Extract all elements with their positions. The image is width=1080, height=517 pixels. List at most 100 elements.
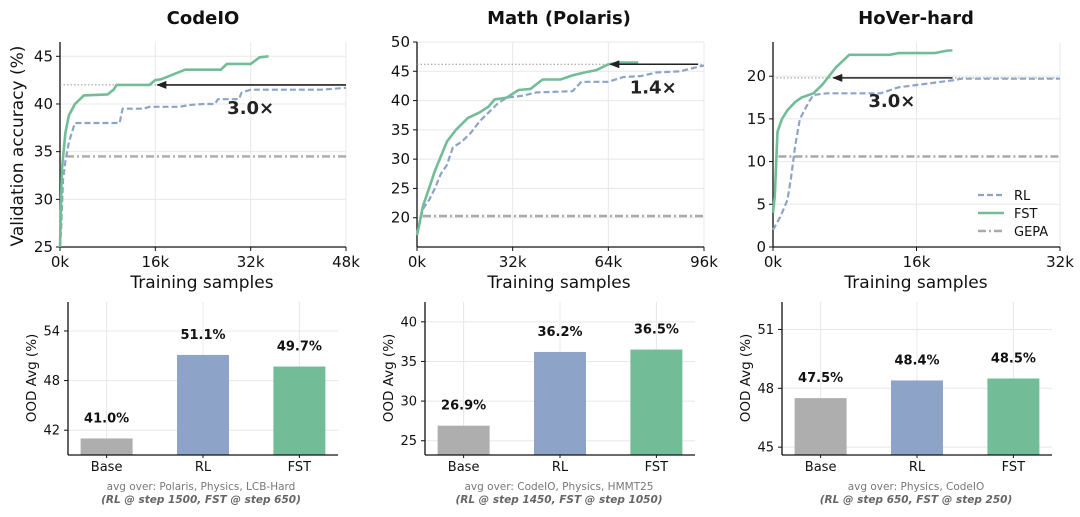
x-tick-label: Base bbox=[805, 460, 837, 475]
series-line-rl bbox=[415, 64, 705, 236]
y-tick-label: 54 bbox=[43, 324, 60, 339]
bar-note-steps: (RL @ step 650, FST @ step 250) bbox=[820, 494, 1013, 506]
y-tick-label: 48 bbox=[757, 382, 774, 397]
chart-title: Math (Polaris) bbox=[487, 8, 631, 29]
bar-value-label: 26.9% bbox=[441, 399, 486, 414]
bar-base bbox=[794, 398, 847, 455]
chart-title: CodeIO bbox=[167, 8, 240, 29]
series-line-rl bbox=[58, 86, 347, 248]
legend-label-rl: RL bbox=[1014, 189, 1031, 204]
x-tick-label: 64k bbox=[594, 253, 622, 271]
y-tick-label: 45 bbox=[34, 47, 53, 65]
line-panel-math-polaris: Math (Polaris) Training samples 0k 32k 64k… bbox=[391, 8, 718, 293]
bar-value-label: 41.0% bbox=[84, 411, 129, 426]
y-tick-label: 15 bbox=[747, 110, 766, 128]
y-tick-label: 20 bbox=[391, 209, 410, 227]
legend: RL FST GEPA bbox=[978, 189, 1048, 240]
y-tick-label: 25 bbox=[391, 179, 410, 197]
legend-label-gepa: GEPA bbox=[1014, 225, 1048, 240]
x-tick-label: FST bbox=[1002, 460, 1026, 475]
y-tick-label: 40 bbox=[34, 95, 53, 113]
speedup-annotation: 3.0× bbox=[868, 91, 915, 112]
bar-base bbox=[437, 425, 490, 455]
x-axis-label: Training samples bbox=[486, 273, 630, 293]
chart-title: HoVer-hard bbox=[858, 8, 974, 29]
bar-fst bbox=[630, 349, 683, 455]
bar-value-label: 48.5% bbox=[991, 352, 1036, 367]
y-tick-label: 35 bbox=[34, 143, 53, 161]
y-tick-label: 45 bbox=[391, 62, 410, 80]
y-tick-label: 51 bbox=[757, 323, 774, 338]
x-tick-label: 16k bbox=[141, 253, 169, 271]
y-axis-label: OOD Avg (%) bbox=[381, 334, 397, 423]
x-tick-label: FST bbox=[288, 460, 312, 475]
series-line-fst bbox=[58, 55, 269, 248]
bar-note: avg over: Physics, CodeIO bbox=[848, 481, 985, 493]
y-tick-label: 35 bbox=[391, 121, 410, 139]
bar-fst bbox=[273, 366, 326, 455]
bar-note-steps: (RL @ step 1450, FST @ step 1050) bbox=[455, 494, 662, 506]
legend-label-fst: FST bbox=[1014, 207, 1038, 222]
bar-rl bbox=[534, 351, 586, 455]
y-tick-label: 42 bbox=[43, 424, 60, 439]
y-tick-label: 35 bbox=[400, 355, 417, 370]
x-tick-label: 32k bbox=[237, 253, 265, 271]
bar-rl bbox=[177, 354, 229, 455]
bar-fst bbox=[987, 378, 1040, 455]
line-panel-codeio: CodeIO Validation accuracy (%) Training … bbox=[8, 8, 360, 293]
y-tick-label: 30 bbox=[400, 395, 417, 410]
bar-rl bbox=[891, 380, 943, 455]
y-axis-label: Validation accuracy (%) bbox=[8, 46, 28, 247]
x-tick-label: 32k bbox=[499, 253, 527, 271]
series-line-fst bbox=[415, 61, 639, 236]
y-tick-label: 30 bbox=[34, 190, 53, 208]
x-tick-label: 0k bbox=[408, 253, 427, 271]
x-tick-label: 32k bbox=[1046, 253, 1074, 271]
y-tick-label: 0 bbox=[756, 238, 766, 256]
x-tick-label: 16k bbox=[903, 253, 931, 271]
speedup-annotation: 3.0× bbox=[227, 98, 274, 119]
bar-panel-codeio: OOD Avg (%) avg over: Polaris, Physics, … bbox=[24, 302, 338, 506]
bar-note: avg over: Polaris, Physics, LCB-Hard bbox=[107, 481, 296, 493]
bar-value-label: 51.1% bbox=[180, 328, 225, 343]
y-tick-label: 50 bbox=[391, 33, 410, 51]
y-axis-label: OOD Avg (%) bbox=[738, 334, 754, 423]
bar-value-label: 48.4% bbox=[894, 353, 939, 368]
x-tick-label: RL bbox=[195, 460, 212, 475]
series-line-fst bbox=[771, 49, 953, 213]
y-tick-label: 30 bbox=[391, 150, 410, 168]
bar-panel-math-polaris: OOD Avg (%) avg over: CodeIO, Physics, H… bbox=[381, 302, 695, 506]
x-tick-label: FST bbox=[645, 460, 669, 475]
y-tick-label: 10 bbox=[747, 153, 766, 171]
x-tick-label: 48k bbox=[332, 253, 360, 271]
y-tick-label: 40 bbox=[391, 92, 410, 110]
speedup-annotation: 1.4× bbox=[630, 77, 677, 98]
y-tick-label: 45 bbox=[757, 441, 774, 456]
x-tick-label: 0k bbox=[51, 253, 70, 271]
bar-note: avg over: CodeIO, Physics, HMMT25 bbox=[465, 481, 654, 493]
bar-value-label: 36.5% bbox=[634, 323, 679, 338]
y-tick-label: 5 bbox=[756, 195, 766, 213]
bar-base bbox=[80, 438, 133, 455]
bar-panel-hover-hard: OOD Avg (%) avg over: Physics, CodeIO (R… bbox=[738, 302, 1052, 506]
x-tick-label: Base bbox=[448, 460, 480, 475]
line-panel-hover-hard: HoVer-hard Training samples RL FST GEPA … bbox=[747, 8, 1074, 293]
y-tick-label: 20 bbox=[747, 67, 766, 85]
bar-value-label: 47.5% bbox=[798, 371, 843, 386]
y-tick-label: 25 bbox=[400, 434, 417, 449]
x-axis-label: Training samples bbox=[129, 273, 273, 293]
series-line-rl bbox=[772, 77, 1060, 231]
x-tick-label: Base bbox=[91, 460, 123, 475]
y-tick-label: 25 bbox=[34, 238, 53, 256]
bar-value-label: 36.2% bbox=[537, 325, 582, 340]
bar-note-steps: (RL @ step 1500, FST @ step 650) bbox=[101, 494, 301, 506]
x-tick-label: RL bbox=[552, 460, 569, 475]
bar-value-label: 49.7% bbox=[277, 340, 322, 355]
y-tick-label: 48 bbox=[43, 374, 60, 389]
y-axis-label: OOD Avg (%) bbox=[24, 334, 40, 423]
x-tick-label: 0k bbox=[764, 253, 783, 271]
y-tick-label: 40 bbox=[400, 315, 417, 330]
x-tick-label: RL bbox=[909, 460, 926, 475]
x-axis-label: Training samples bbox=[843, 273, 987, 293]
